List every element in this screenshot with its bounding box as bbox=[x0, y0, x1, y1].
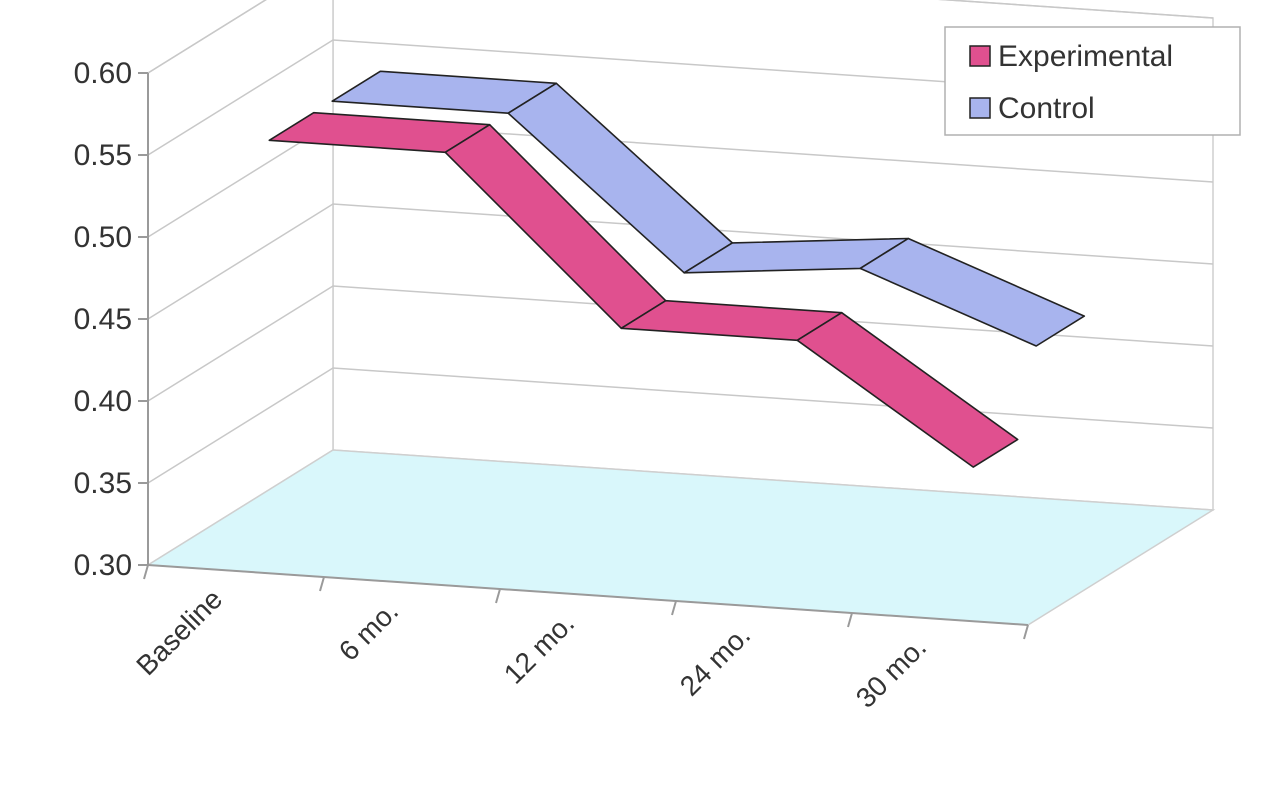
legend-label-control: Control bbox=[998, 92, 1095, 125]
y-tick-label: 0.40 bbox=[74, 385, 132, 418]
series-experimental bbox=[268, 111, 1019, 468]
x-tick-label: 30 mo. bbox=[850, 631, 932, 713]
x-axis-line bbox=[147, 564, 1029, 626]
x-tick-label: Baseline bbox=[130, 583, 228, 681]
gridline bbox=[147, 285, 1214, 402]
legend-swatch-experimental bbox=[969, 45, 991, 67]
gridline bbox=[147, 0, 1214, 74]
x-tick-mark bbox=[671, 600, 677, 616]
y-tick-label: 0.55 bbox=[74, 139, 132, 172]
x-tick-mark bbox=[847, 612, 853, 628]
legend-label-experimental: Experimental bbox=[998, 40, 1173, 73]
y-tick-label: 0.50 bbox=[74, 221, 132, 254]
x-tick-label: 12 mo. bbox=[498, 607, 580, 689]
legend-swatch-control bbox=[969, 97, 991, 119]
y-tick-label: 0.60 bbox=[74, 57, 132, 90]
series-control bbox=[331, 70, 1086, 347]
x-tick-label: 6 mo. bbox=[333, 595, 404, 666]
x-tick-mark bbox=[495, 588, 501, 604]
x-tick-mark bbox=[319, 576, 325, 592]
legend: Experimental Control bbox=[944, 26, 1241, 136]
y-tick-label: 0.35 bbox=[74, 467, 132, 500]
x-tick-mark bbox=[1023, 624, 1029, 640]
chart-series bbox=[268, 70, 1086, 468]
legend-box bbox=[944, 26, 1241, 136]
x-tick-mark bbox=[143, 564, 149, 580]
x-tick-label: 24 mo. bbox=[674, 619, 756, 701]
y-tick-label: 0.45 bbox=[74, 303, 132, 336]
y-axis-ticks: 0.60 0.55 0.50 0.45 0.40 0.35 0.30 bbox=[74, 57, 148, 582]
series-segment bbox=[796, 311, 1019, 468]
gridline bbox=[147, 39, 1214, 156]
y-tick-label: 0.30 bbox=[74, 549, 132, 582]
series-segment bbox=[859, 237, 1086, 347]
